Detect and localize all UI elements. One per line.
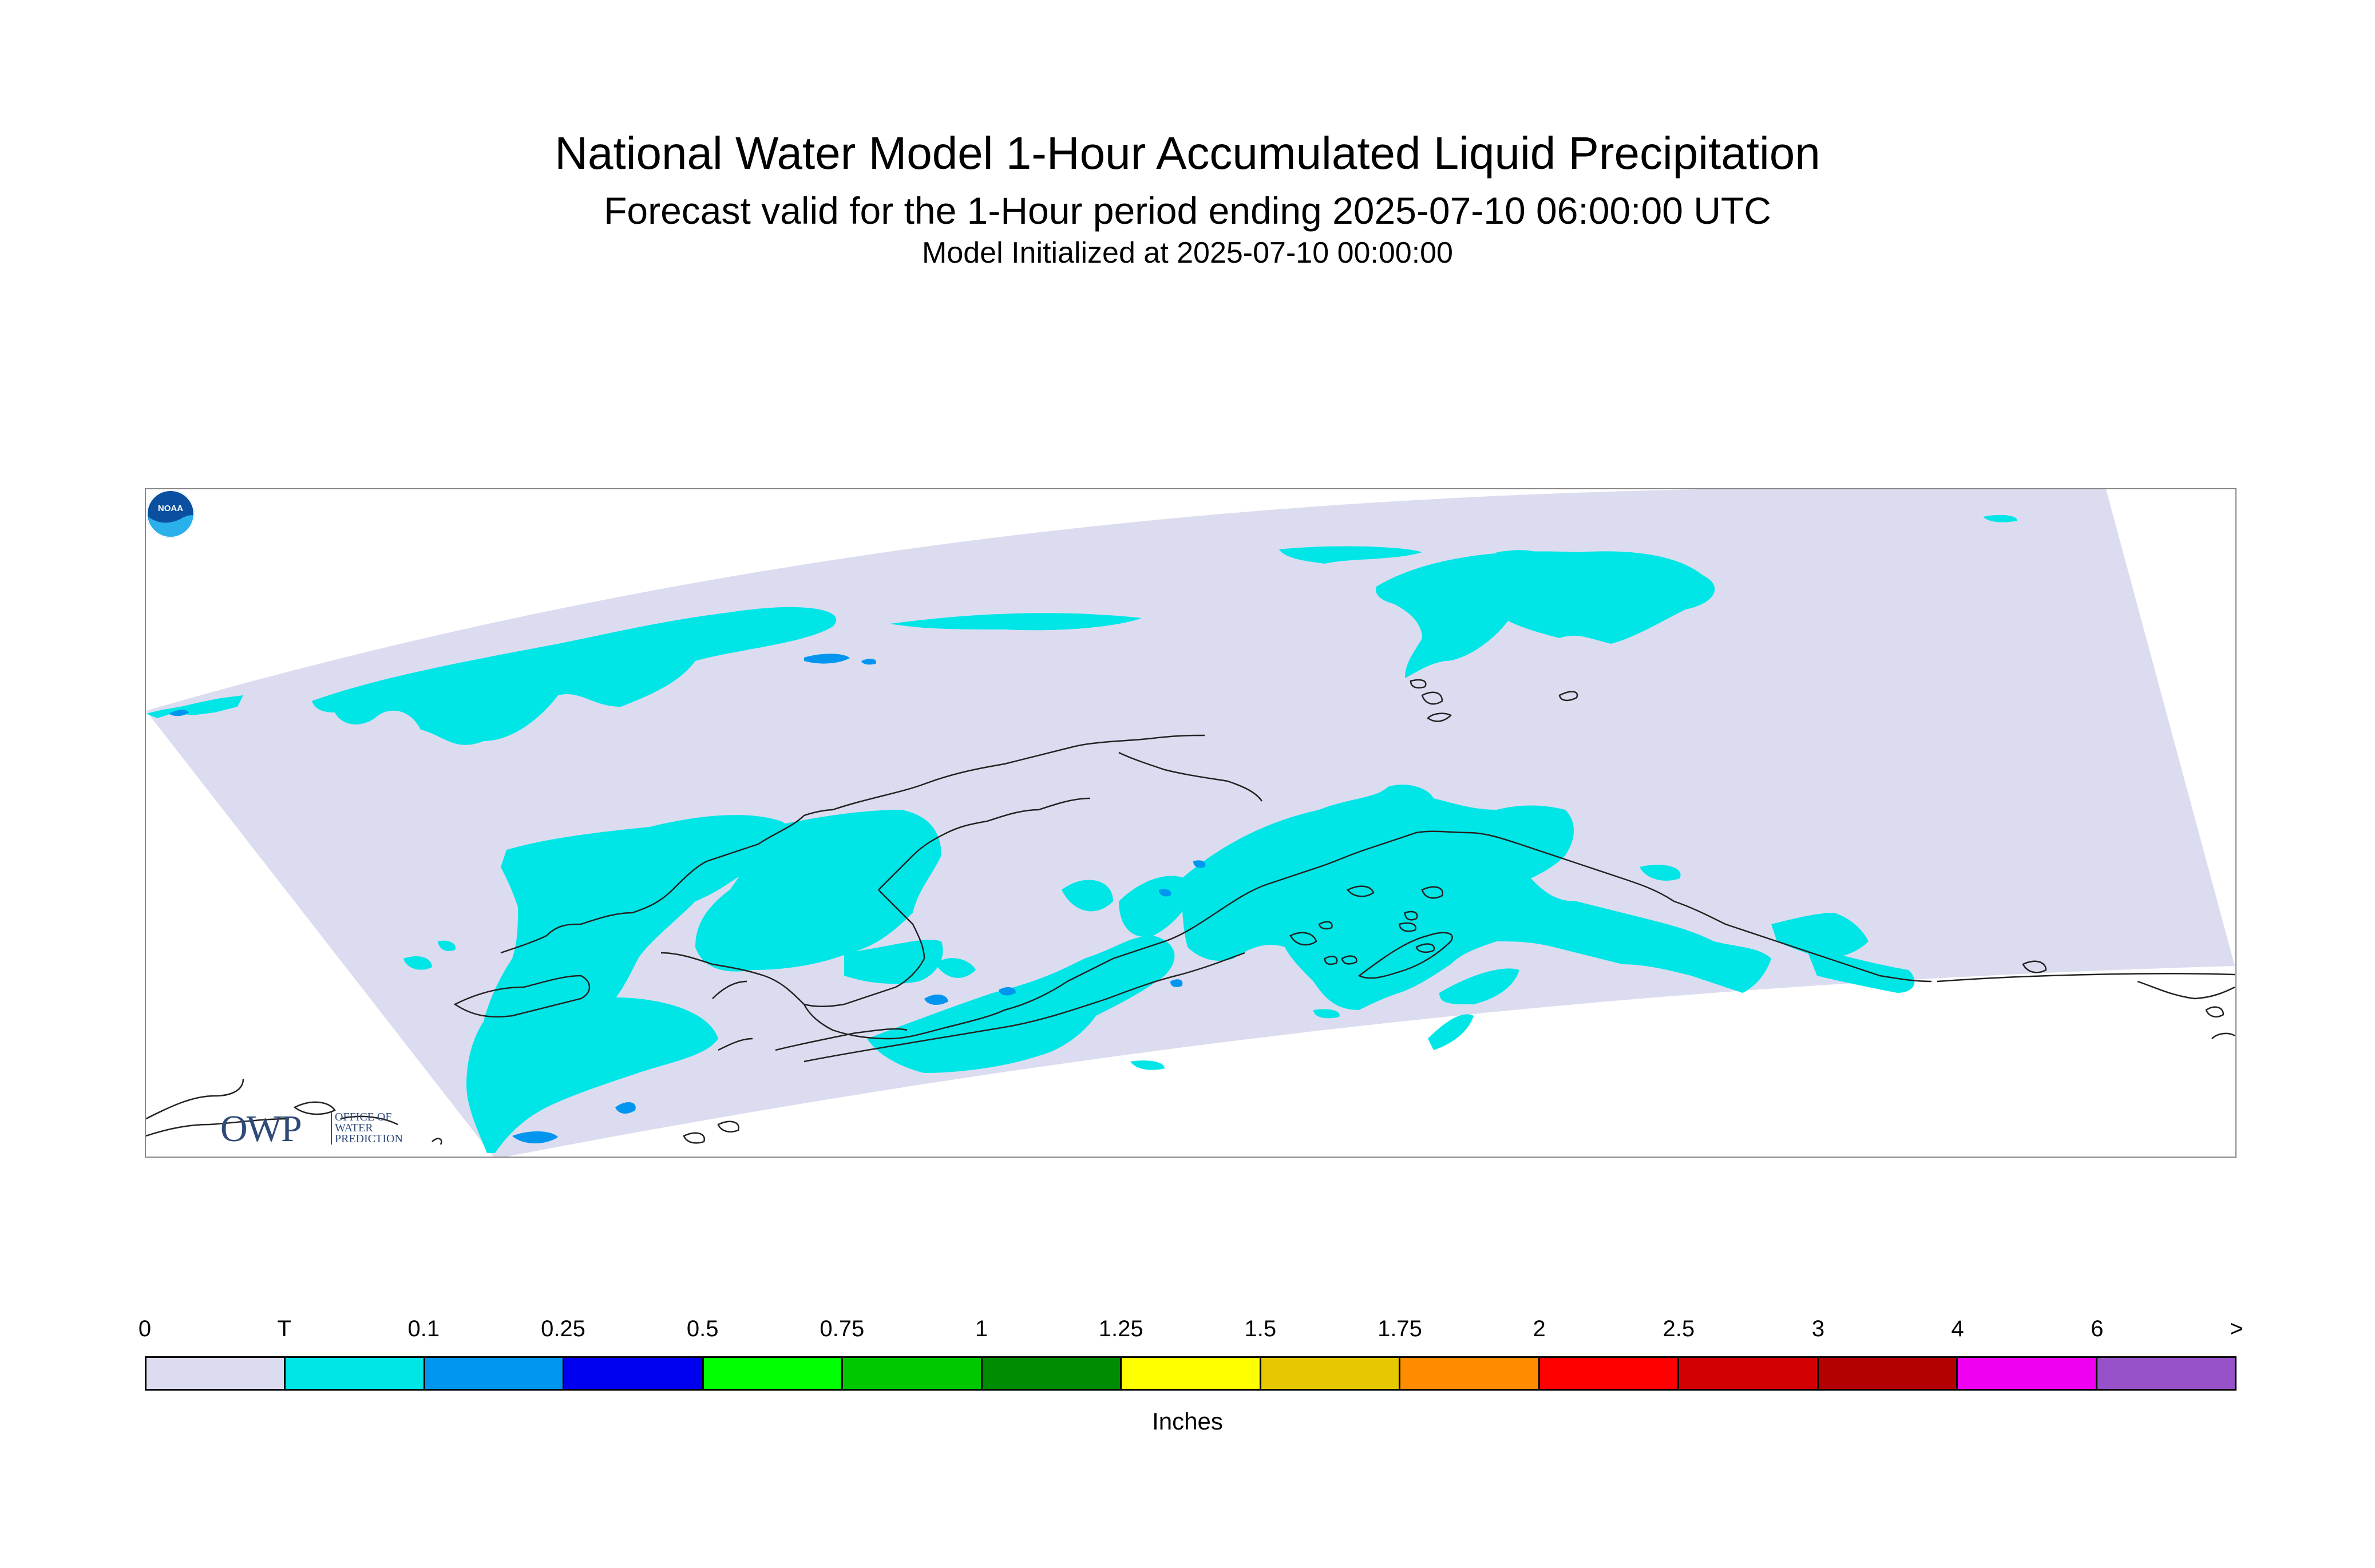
legend-swatch	[1539, 1358, 1680, 1389]
legend-label: 6	[2091, 1316, 2104, 1341]
legend-swatch	[286, 1358, 425, 1389]
legend-label: 2	[1533, 1316, 1546, 1341]
noaa-logo-text: NOAA	[158, 504, 183, 513]
legend-label: >	[2230, 1316, 2243, 1341]
precip-light-blue-areas	[169, 654, 1206, 1143]
legend-swatch	[982, 1358, 1122, 1389]
owp-logo: OWP OFFICE OF WATER PREDICTION	[220, 1107, 403, 1150]
legend-swatch	[1818, 1358, 1958, 1389]
legend-label: 0	[138, 1316, 152, 1341]
legend-swatch	[703, 1358, 844, 1389]
precipitation-map: OWP OFFICE OF WATER PREDICTION NOAA	[145, 488, 2237, 1158]
map-subtitle: Forecast valid for the 1-Hour period end…	[604, 189, 1771, 232]
legend-labels: 0 T 0.1 0.25 0.5 0.75 1 1.25 1.5 1.75 2 2.5 3 4 6 >	[138, 1316, 2243, 1345]
legend-label: 1.75	[1378, 1316, 1422, 1341]
legend-label: 0.25	[541, 1316, 585, 1341]
legend-swatch	[1122, 1358, 1261, 1389]
legend-swatch	[843, 1358, 983, 1389]
owp-logo-subtext: OFFICE OF WATER PREDICTION	[331, 1111, 403, 1145]
legend-swatch	[564, 1358, 704, 1389]
alaska-coastline	[146, 679, 2235, 1145]
model-domain	[146, 489, 2235, 1157]
legend-swatch	[1400, 1358, 1540, 1389]
legend-label: 1.5	[1244, 1316, 1277, 1341]
legend-label: T	[277, 1316, 291, 1341]
precipitation-legend	[145, 1356, 2237, 1391]
legend-label: 1	[975, 1316, 988, 1341]
precip-trace-areas	[146, 514, 2017, 1153]
legend-label: 1.25	[1098, 1316, 1143, 1341]
legend-swatch	[1261, 1358, 1401, 1389]
legend-label: 2.5	[1662, 1316, 1695, 1341]
legend-label: 0.5	[686, 1316, 719, 1341]
map-title: National Water Model 1-Hour Accumulated …	[555, 128, 1820, 179]
legend-label: 0.1	[407, 1316, 440, 1341]
legend-label: 0.75	[820, 1316, 865, 1341]
noaa-logo: NOAA	[147, 490, 195, 538]
legend-swatch	[1679, 1358, 1819, 1389]
owp-logo-text: OWP	[220, 1108, 302, 1150]
legend-label: 3	[1811, 1316, 1825, 1341]
legend-swatch	[1958, 1358, 2097, 1389]
model-init-line: Model Initialized at 2025-07-10 00:00:00	[922, 236, 1453, 270]
legend-swatch	[147, 1358, 286, 1389]
map-canvas	[146, 489, 2235, 1157]
legend-swatch	[425, 1358, 565, 1389]
legend-swatch	[2097, 1358, 2235, 1389]
legend-label: 4	[1951, 1316, 1964, 1341]
legend-units: Inches	[1152, 1408, 1223, 1435]
